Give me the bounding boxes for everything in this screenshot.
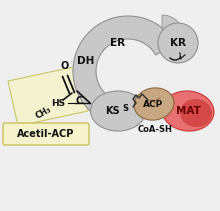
Text: DH: DH — [77, 56, 95, 66]
Text: S: S — [122, 104, 128, 112]
Ellipse shape — [134, 88, 174, 120]
Text: O: O — [61, 61, 69, 71]
Text: C: C — [75, 96, 82, 106]
Text: CH₃: CH₃ — [34, 105, 53, 121]
Text: HS: HS — [51, 99, 65, 107]
Text: ER: ER — [110, 38, 126, 48]
Polygon shape — [8, 66, 88, 126]
Ellipse shape — [90, 91, 145, 131]
Text: MAT: MAT — [176, 106, 200, 116]
Circle shape — [158, 23, 198, 63]
FancyBboxPatch shape — [3, 123, 89, 145]
Text: CoA-SH: CoA-SH — [138, 124, 172, 134]
Polygon shape — [73, 16, 176, 126]
Text: ACP: ACP — [143, 100, 163, 108]
Ellipse shape — [162, 91, 214, 131]
Text: Acetil-ACP: Acetil-ACP — [17, 129, 75, 139]
Ellipse shape — [180, 99, 212, 127]
Text: KS: KS — [105, 106, 119, 116]
Polygon shape — [162, 15, 183, 34]
Text: KR: KR — [170, 38, 186, 48]
